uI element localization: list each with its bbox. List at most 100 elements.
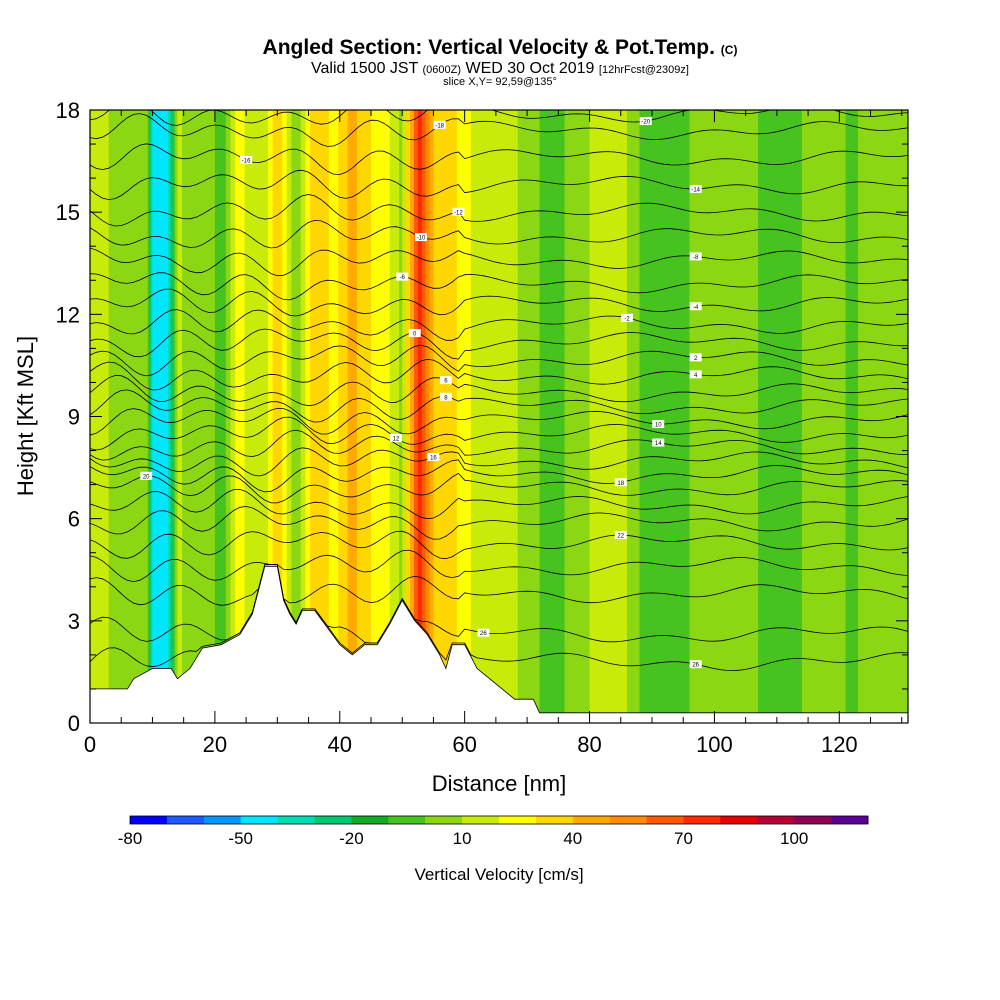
colorbar-swatch xyxy=(425,816,463,824)
velocity-cell xyxy=(820,110,828,723)
velocity-cell xyxy=(314,110,321,723)
contour-label-bg xyxy=(689,252,702,261)
velocity-cell xyxy=(651,110,659,723)
velocity-cell xyxy=(127,110,133,723)
contour-label: 26 xyxy=(692,663,699,669)
contour-label-bg xyxy=(614,531,627,540)
velocity-cell xyxy=(851,110,859,723)
velocity-cell xyxy=(456,110,463,723)
velocity-cell xyxy=(522,110,528,723)
velocity-cell xyxy=(876,110,886,723)
velocity-cell xyxy=(527,110,534,723)
theta-contour xyxy=(90,530,908,560)
velocity-cell xyxy=(291,110,297,723)
x-tick-label: 40 xyxy=(328,732,352,757)
velocity-cell xyxy=(218,110,222,723)
velocity-cell xyxy=(726,110,734,723)
velocity-cell xyxy=(152,110,157,723)
y-tick-label: 3 xyxy=(68,609,80,634)
contour-label-bg xyxy=(439,392,452,401)
velocity-cell xyxy=(776,110,784,723)
contour-label: -2 xyxy=(624,316,630,322)
velocity-cell xyxy=(399,110,403,723)
velocity-cell xyxy=(202,110,207,723)
velocity-cell xyxy=(814,110,822,723)
velocity-cell xyxy=(421,110,427,723)
theta-contour xyxy=(90,375,908,407)
contour-label: -18 xyxy=(435,123,444,129)
velocity-cell xyxy=(845,110,853,723)
slice-label: slice X,Y= 92,59@135° xyxy=(443,76,557,88)
contour-label-bg xyxy=(408,329,421,338)
velocity-cell xyxy=(670,110,678,723)
velocity-cell xyxy=(146,110,149,723)
velocity-cell xyxy=(602,110,609,723)
velocity-cell xyxy=(770,110,778,723)
theta-contour xyxy=(90,344,908,377)
x-tick-label: 120 xyxy=(821,732,858,757)
velocity-cell xyxy=(589,110,597,723)
velocity-cell xyxy=(244,110,250,723)
chart-subtitle: Valid 1500 JST (0600Z) WED 30 Oct 2019 [… xyxy=(0,60,1000,79)
velocity-cell xyxy=(160,110,165,723)
y-tick-label: 9 xyxy=(68,405,80,430)
velocity-cell xyxy=(239,110,246,723)
velocity-cell xyxy=(577,110,584,723)
x-tick-label: 60 xyxy=(452,732,476,757)
contour-label: -4 xyxy=(693,305,699,311)
y-tick-label: 6 xyxy=(68,507,80,532)
theta-contour xyxy=(90,288,908,317)
velocity-cell xyxy=(324,110,330,723)
velocity-cell xyxy=(380,110,386,723)
terrain xyxy=(90,565,908,723)
theta-contour xyxy=(90,447,908,477)
velocity-cell xyxy=(545,110,553,723)
contour-label: -10 xyxy=(417,236,426,242)
velocity-cell xyxy=(658,110,666,723)
title-units: (C) xyxy=(720,43,738,57)
velocity-cell xyxy=(410,110,415,723)
colorbar-swatch xyxy=(720,816,758,824)
theta-contour xyxy=(90,506,908,540)
contour-label: -16 xyxy=(242,158,251,164)
colorbar-swatch xyxy=(572,816,610,824)
velocity-cell xyxy=(595,110,603,723)
velocity-cell xyxy=(402,110,407,723)
contour-label-bg xyxy=(689,302,702,311)
contour-label: 20 xyxy=(143,474,150,480)
contour-label: -14 xyxy=(691,187,700,193)
contour-label: 18 xyxy=(617,481,624,487)
contour-label-bg xyxy=(396,272,409,281)
velocity-cell xyxy=(296,110,302,723)
colorbar-frame xyxy=(129,815,869,825)
velocity-cell xyxy=(141,110,147,723)
velocity-cell xyxy=(205,110,210,723)
velocity-cell xyxy=(191,110,197,723)
velocity-cell xyxy=(385,110,391,723)
contour-label-bg xyxy=(452,207,465,216)
velocity-cell xyxy=(282,110,288,723)
velocity-cell xyxy=(720,110,728,723)
velocity-cell xyxy=(225,110,232,723)
theta-contour xyxy=(90,194,908,227)
y-tick-label: 12 xyxy=(56,302,80,327)
velocity-cell xyxy=(489,110,495,723)
velocity-cell xyxy=(552,110,559,723)
contour-label: 8 xyxy=(444,395,448,401)
colorbar-swatch xyxy=(757,816,795,824)
velocity-cell xyxy=(608,110,616,723)
theta-contours: 26262220181614121086420-2-4-6-8-10-12-14… xyxy=(90,110,908,672)
colorbar-swatch xyxy=(166,816,205,824)
velocity-cell xyxy=(328,110,335,723)
velocity-cell xyxy=(370,110,377,723)
colorbar-tick-label: 40 xyxy=(563,829,582,848)
contour-label: 12 xyxy=(393,436,400,442)
theta-contour xyxy=(90,272,908,301)
velocity-cell xyxy=(235,110,241,723)
velocity-cell xyxy=(627,110,634,723)
velocity-cell xyxy=(417,110,423,723)
velocity-cell xyxy=(470,110,477,723)
theta-contour xyxy=(90,407,908,436)
velocity-cell xyxy=(347,110,353,723)
velocity-cell xyxy=(447,110,453,723)
